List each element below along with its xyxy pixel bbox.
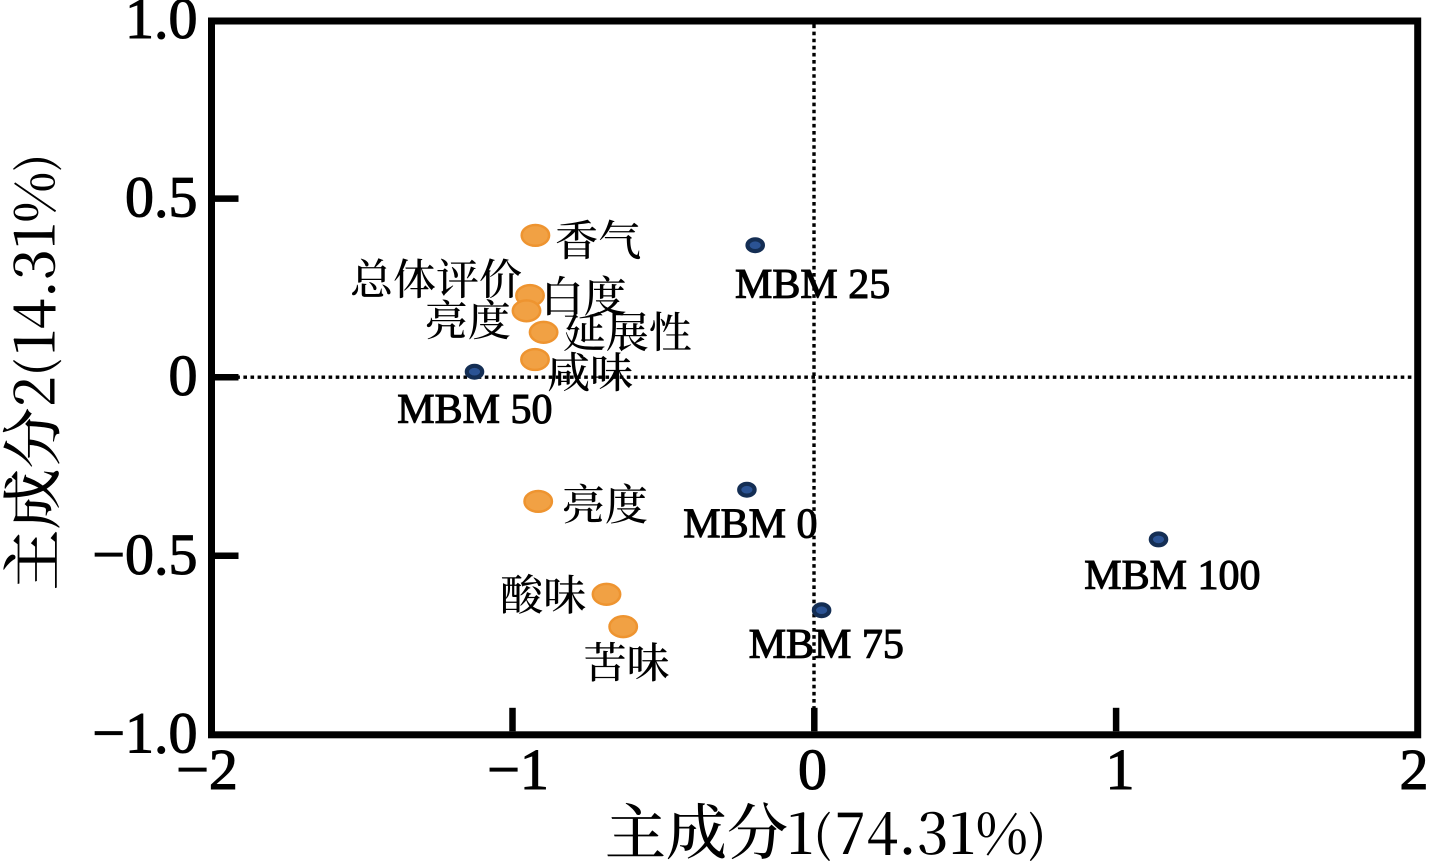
svg-text:2: 2 bbox=[1400, 737, 1429, 802]
svg-text:0: 0 bbox=[169, 343, 198, 408]
svg-text:MBM 50: MBM 50 bbox=[397, 387, 552, 433]
svg-text:−0.5: −0.5 bbox=[92, 522, 197, 587]
svg-text:MBM 0: MBM 0 bbox=[683, 501, 817, 547]
svg-text:−1.0: −1.0 bbox=[92, 700, 197, 765]
svg-text:1: 1 bbox=[1106, 737, 1135, 802]
svg-text:MBM 25: MBM 25 bbox=[735, 262, 890, 308]
svg-text:MBM 100: MBM 100 bbox=[1084, 553, 1260, 599]
svg-text:−1: −1 bbox=[487, 737, 549, 802]
svg-text:0.5: 0.5 bbox=[125, 165, 198, 230]
svg-text:0: 0 bbox=[798, 737, 827, 802]
svg-text:1.0: 1.0 bbox=[125, 0, 198, 51]
svg-text:MBM 75: MBM 75 bbox=[749, 622, 904, 668]
svg-text:−2: −2 bbox=[176, 737, 238, 802]
